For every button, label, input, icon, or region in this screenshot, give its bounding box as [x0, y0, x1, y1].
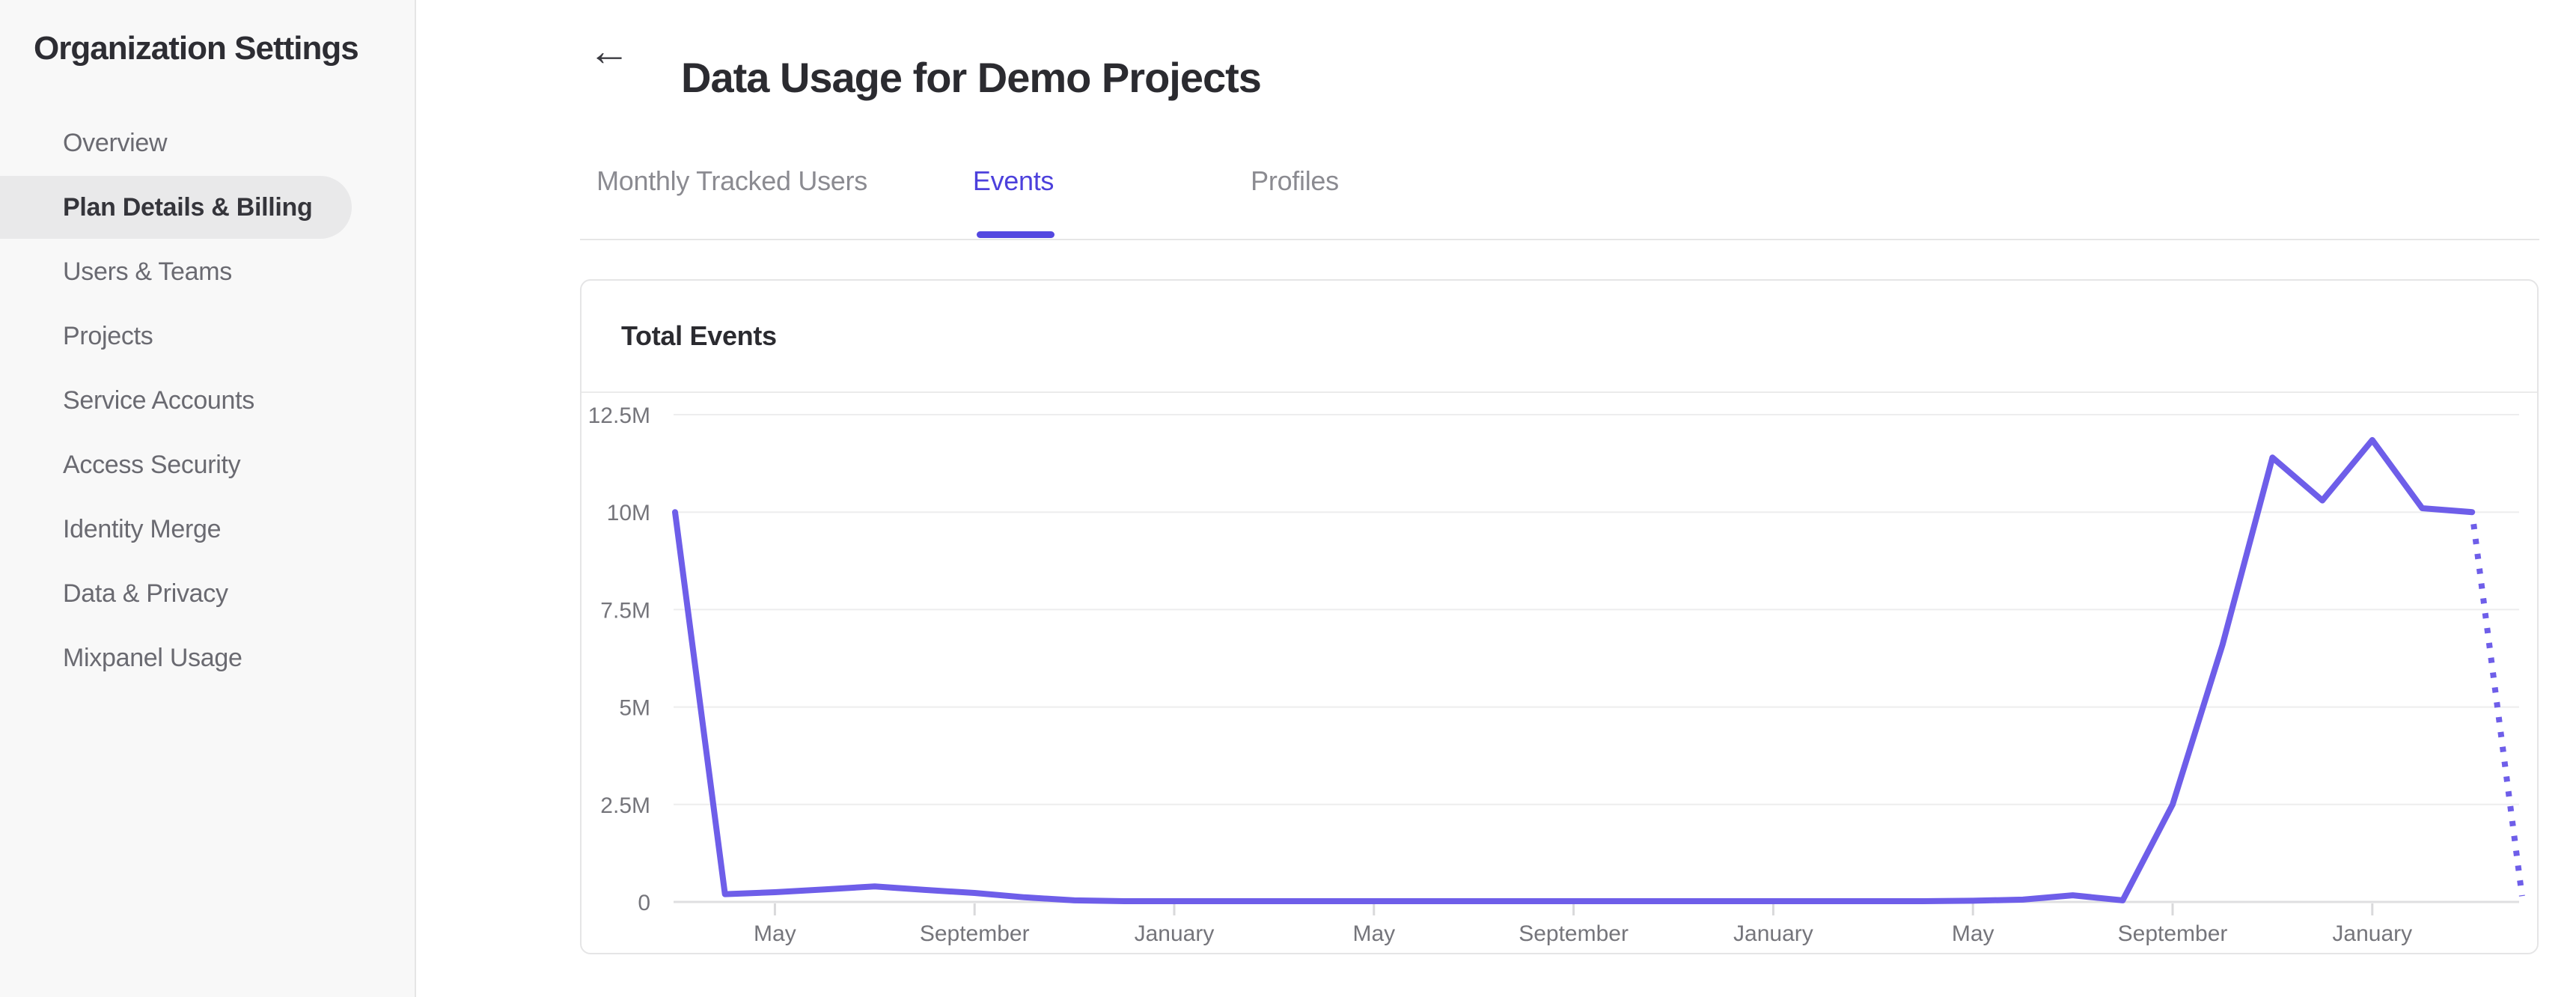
svg-text:2.5M: 2.5M [600, 793, 650, 818]
line-chart-svg: 12.5M 10M 7.5M 5M 2.5M 0 May September January Ma… [588, 403, 2525, 946]
card-title: Total Events [621, 320, 777, 351]
card-header: Total Events [582, 281, 2537, 393]
sidebar-item-access-security[interactable]: Access Security [63, 450, 241, 479]
sidebar-item-service-accounts[interactable]: Service Accounts [63, 385, 254, 415]
svg-text:January: January [2332, 921, 2412, 946]
back-arrow-icon[interactable]: ← [588, 27, 630, 74]
sidebar-item-identity-merge[interactable]: Identity Merge [63, 514, 222, 543]
svg-text:0: 0 [638, 891, 650, 915]
svg-text:May: May [1352, 921, 1395, 946]
sidebar-item-overview[interactable]: Overview [63, 128, 168, 157]
svg-text:7.5M: 7.5M [600, 598, 650, 623]
svg-text:12.5M: 12.5M [588, 403, 650, 428]
sidebar-nav: Overview Plan Details & Billing Users & … [0, 111, 416, 690]
tab-bar-divider [580, 239, 2539, 240]
svg-text:January: January [1135, 921, 1215, 946]
sidebar-item-mixpanel-usage[interactable]: Mixpanel Usage [63, 643, 242, 672]
svg-text:May: May [754, 921, 796, 946]
svg-text:September: September [920, 921, 1030, 946]
usage-tabs: Monthly Tracked Users Events Profiles [591, 153, 1435, 209]
page-title: Data Usage for Demo Projects [681, 53, 1262, 101]
sidebar-item-data-privacy[interactable]: Data & Privacy [63, 579, 228, 608]
total-events-chart: 12.5M 10M 7.5M 5M 2.5M 0 May September January Ma… [582, 394, 2537, 953]
total-events-card: Total Events 12.5M 10M 7.5M 5M 2.5M 0 May Septe… [580, 279, 2539, 954]
active-tab-underline [977, 231, 1054, 238]
sidebar-item-projects[interactable]: Projects [63, 321, 153, 350]
svg-text:5M: 5M [619, 696, 650, 721]
svg-text:January: January [1733, 921, 1813, 946]
sidebar: Organization Settings Overview Plan Deta… [0, 0, 416, 997]
svg-text:September: September [2118, 921, 2228, 946]
svg-text:September: September [1519, 921, 1629, 946]
svg-text:May: May [1952, 921, 1994, 946]
sidebar-item-plan-details-billing[interactable]: Plan Details & Billing [0, 175, 416, 240]
svg-text:10M: 10M [607, 501, 650, 525]
tab-monthly-tracked-users[interactable]: Monthly Tracked Users [596, 165, 867, 196]
tab-profiles[interactable]: Profiles [1251, 165, 1339, 196]
tab-events[interactable]: Events [972, 165, 1054, 196]
active-item-pill [0, 176, 352, 239]
sidebar-item-users-teams[interactable]: Users & Teams [63, 257, 232, 286]
sidebar-title: Organization Settings [34, 30, 359, 67]
